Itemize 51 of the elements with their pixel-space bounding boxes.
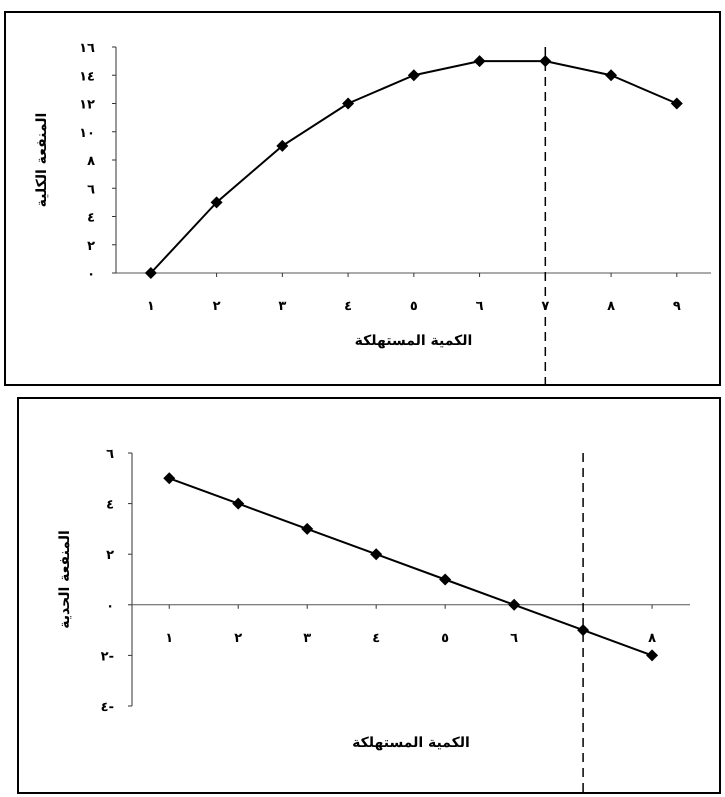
point	[577, 624, 590, 636]
y-tick-label: ١٠	[79, 126, 95, 141]
point	[508, 598, 520, 611]
x-axis-title: الكمية المستهلكة	[352, 735, 470, 751]
y-tick-label: ٢-	[100, 649, 114, 664]
point	[474, 55, 486, 68]
y-tick-label: ٤	[106, 498, 114, 513]
y-tick-label: ٠	[106, 598, 114, 614]
x-tick-label: ٦	[510, 630, 518, 646]
x-tick-label: ٤	[372, 630, 380, 646]
x-tick-label: ٦	[476, 299, 484, 314]
point	[210, 196, 223, 208]
x-tick-label: ٣	[303, 630, 312, 646]
x-tick-label: ٨	[607, 299, 616, 314]
point	[232, 498, 244, 510]
point	[605, 69, 618, 82]
x-tick-label: ٣	[278, 299, 286, 314]
y-tick-label: ٨	[87, 154, 96, 169]
y-axis-title: المنفعة الكلية	[34, 112, 50, 208]
y-tick-label: ٢	[106, 548, 114, 564]
y-tick-label: ٤-	[100, 700, 114, 715]
x-tick-label: ٨	[648, 630, 656, 646]
x-tick-label: ١	[146, 299, 155, 314]
y-tick-label: ٢	[87, 238, 96, 254]
point	[163, 472, 176, 484]
point	[342, 98, 354, 110]
x-tick-label: ٢	[212, 299, 221, 314]
x-tick-label: ٤	[344, 299, 352, 314]
point	[646, 649, 658, 662]
y-axis-title: المنفعة الحدية	[57, 530, 73, 629]
point	[539, 55, 552, 68]
y-tick-label: ٦	[87, 182, 96, 198]
point	[670, 98, 683, 110]
y-tick-label: ٤	[87, 210, 95, 226]
x-tick-label: ٢	[234, 630, 242, 646]
y-tick-label: ١٦	[79, 41, 96, 56]
y-tick-label: ١٢	[79, 98, 96, 112]
x-tick-label: ١	[165, 630, 174, 646]
y-tick-label: ٠	[87, 267, 95, 282]
point	[301, 522, 314, 535]
point	[276, 140, 288, 152]
x-tick-label: ٥	[441, 630, 450, 646]
point	[408, 69, 420, 82]
point	[370, 548, 382, 560]
point	[439, 574, 452, 586]
y-tick-label: ١٤	[79, 69, 95, 84]
point	[144, 267, 157, 279]
x-tick-label: ٩	[672, 299, 681, 314]
x-axis-title: الكمية المستهلكة	[354, 333, 472, 349]
x-tick-label: ٥	[410, 299, 418, 314]
y-tick-label: ٦	[106, 447, 114, 462]
